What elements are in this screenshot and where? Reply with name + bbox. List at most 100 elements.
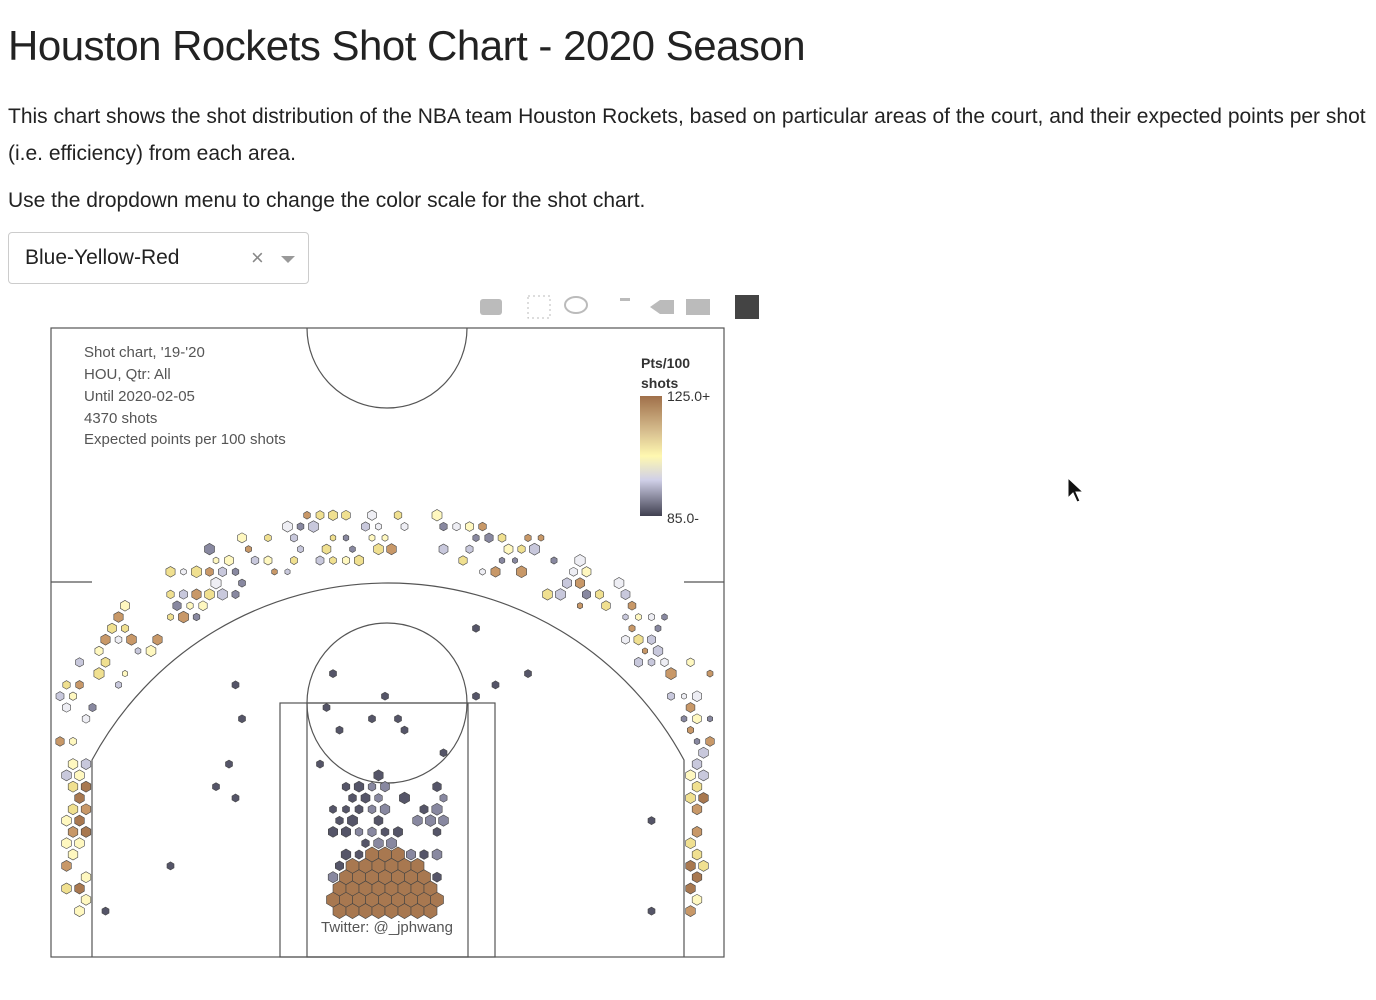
- hexbin: [315, 510, 325, 521]
- hexbin: [698, 746, 709, 759]
- dropdown-value: Blue-Yellow-Red: [25, 246, 180, 269]
- hexbin: [145, 644, 157, 657]
- hexbin: [80, 780, 92, 793]
- hexbin: [191, 565, 202, 579]
- hexbin: [349, 545, 356, 553]
- hexbin: [335, 815, 344, 826]
- plotly-logo[interactable]: [735, 295, 759, 319]
- hexbin: [691, 893, 703, 906]
- hexbin: [373, 837, 384, 850]
- hexbin: [458, 555, 468, 566]
- hexbin: [94, 645, 104, 657]
- hexbin: [432, 827, 442, 837]
- hexbin: [497, 533, 507, 543]
- hexbin: [685, 860, 696, 872]
- hover-compare-icon[interactable]: [686, 299, 710, 315]
- hexbin: [152, 633, 163, 646]
- hexbin: [122, 670, 128, 678]
- annotation-line: Shot chart, '19-'20: [84, 344, 205, 361]
- hexbin: [210, 576, 222, 590]
- court: [50, 327, 725, 958]
- hexbin: [205, 566, 214, 577]
- hexbin: [192, 612, 201, 622]
- hexbin: [80, 893, 92, 906]
- hexbin: [115, 680, 122, 689]
- hexbin: [134, 647, 142, 655]
- hexbin: [371, 903, 386, 919]
- hexbin: [400, 725, 409, 735]
- hexbin: [432, 781, 442, 793]
- hexbin: [237, 532, 247, 544]
- hexbin: [661, 613, 668, 621]
- hexbin: [384, 903, 399, 919]
- dropdown[interactable]: Blue-Yellow-Red ×: [8, 232, 309, 284]
- hexbin: [425, 814, 436, 827]
- hexbin: [680, 715, 688, 723]
- hexbin: [74, 882, 85, 895]
- hexbin: [375, 522, 382, 531]
- hexbin: [706, 715, 714, 723]
- hexbin: [100, 633, 111, 646]
- hexbin: [224, 554, 234, 567]
- hexbin: [393, 826, 403, 838]
- hexbin: [204, 588, 215, 601]
- camera-icon[interactable]: [480, 299, 502, 315]
- hexbin: [628, 624, 636, 633]
- hexbin: [341, 555, 351, 566]
- hexbin: [627, 600, 637, 611]
- hexbin: [498, 556, 506, 565]
- hexbin: [394, 714, 402, 724]
- hexbin: [322, 703, 331, 712]
- hexbin: [327, 826, 339, 838]
- box-select-icon[interactable]: [527, 295, 551, 319]
- hexbin: [61, 860, 72, 872]
- spike-icon[interactable]: [620, 298, 630, 301]
- hexbin: [620, 588, 631, 600]
- hexbin: [67, 803, 79, 816]
- lasso-icon[interactable]: [564, 296, 588, 314]
- hexbin: [374, 793, 383, 803]
- hexbin: [419, 849, 429, 860]
- hexbin: [367, 804, 377, 815]
- hexbin: [353, 554, 365, 567]
- hexbin: [550, 556, 558, 565]
- hexbin: [431, 509, 443, 522]
- center-circle: [306, 327, 468, 409]
- hexbin: [574, 554, 586, 567]
- hexbin: [667, 691, 675, 701]
- clear-button[interactable]: ×: [251, 245, 264, 270]
- hexbin: [100, 656, 111, 668]
- hexbin: [397, 903, 412, 919]
- hexbin: [238, 714, 246, 724]
- hexbin: [296, 522, 305, 531]
- hexbin: [654, 624, 662, 633]
- hexbin: [61, 882, 72, 895]
- hexbin: [107, 622, 117, 634]
- dropdown-arrow[interactable]: [281, 256, 295, 263]
- hexbin: [685, 905, 696, 917]
- hexbin: [179, 589, 188, 600]
- hexbin: [373, 543, 384, 556]
- hexbin: [393, 510, 403, 520]
- hexbin: [55, 736, 65, 747]
- hexbin: [595, 589, 604, 600]
- hexbin: [69, 737, 77, 746]
- hexbin: [75, 657, 84, 668]
- hexbin: [341, 509, 351, 521]
- hexbin: [464, 521, 475, 532]
- hexbin: [452, 521, 461, 532]
- hexbin: [315, 555, 325, 566]
- hover-closest-icon[interactable]: [650, 300, 674, 314]
- hexbin: [465, 544, 474, 554]
- hexbin: [218, 566, 227, 577]
- hexbin: [537, 534, 545, 542]
- hexbin: [308, 520, 319, 533]
- plot: Shot chart, '19-'20 HOU, Qtr: All Until …: [50, 295, 1085, 958]
- hexbin: [524, 533, 532, 542]
- annotation-line: 4370 shots: [84, 410, 157, 427]
- annotation-line: Expected points per 100 shots: [84, 431, 286, 448]
- hexbin: [282, 520, 293, 533]
- hexbin: [263, 555, 273, 566]
- hexbin: [327, 871, 339, 884]
- hexbin: [647, 816, 656, 825]
